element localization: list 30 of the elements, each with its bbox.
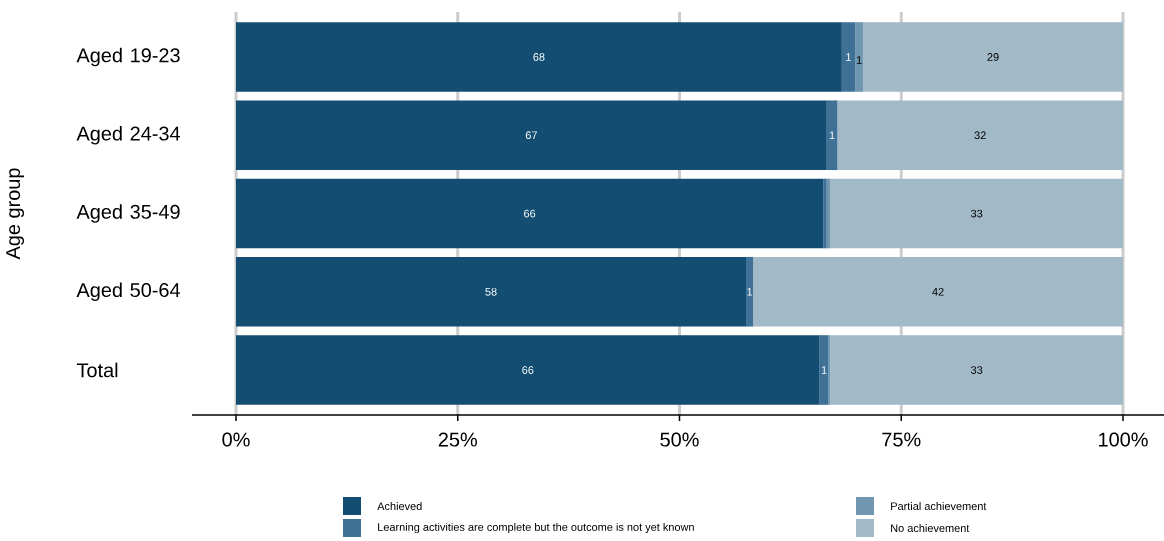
data-label: 1: [747, 287, 753, 296]
x-tick-label: 100%: [1099, 432, 1148, 447]
y-tick-label: Total: [76, 362, 118, 378]
x-tick-label: 0%: [222, 432, 250, 447]
data-label: 1: [846, 53, 851, 61]
legend-label: Achieved: [377, 501, 422, 511]
data-label: 1: [856, 56, 862, 64]
y-tick-label: Aged 24-34: [76, 125, 181, 145]
data-label: 33: [970, 366, 983, 374]
data-label: 58: [485, 287, 497, 296]
x-tick-label: 25%: [438, 432, 477, 447]
data-label: 1: [829, 131, 835, 140]
legend-label: No achievement: [891, 523, 970, 533]
data-label: 42: [932, 287, 944, 296]
data-label: 66: [522, 366, 534, 374]
data-label: 33: [970, 209, 983, 218]
x-tick-label: 50%: [660, 432, 699, 447]
x-tick-label: 75%: [882, 432, 921, 447]
data-label: 32: [974, 131, 986, 140]
data-label: 1: [821, 366, 827, 374]
data-label: 68: [533, 53, 545, 61]
legend-label: Partial achievement: [891, 501, 987, 511]
data-label: 66: [524, 209, 536, 218]
y-tick-label: Aged 19-23: [76, 47, 180, 67]
legend-label: Learning activities are complete but the outcome is not yet known: [378, 522, 694, 534]
y-tick-label: Aged 50-64: [76, 282, 181, 302]
y-axis-title: Age group: [6, 168, 25, 260]
data-label: 29: [987, 53, 999, 61]
data-label: 67: [525, 131, 537, 140]
y-tick-label: Aged 35-49: [76, 204, 180, 223]
